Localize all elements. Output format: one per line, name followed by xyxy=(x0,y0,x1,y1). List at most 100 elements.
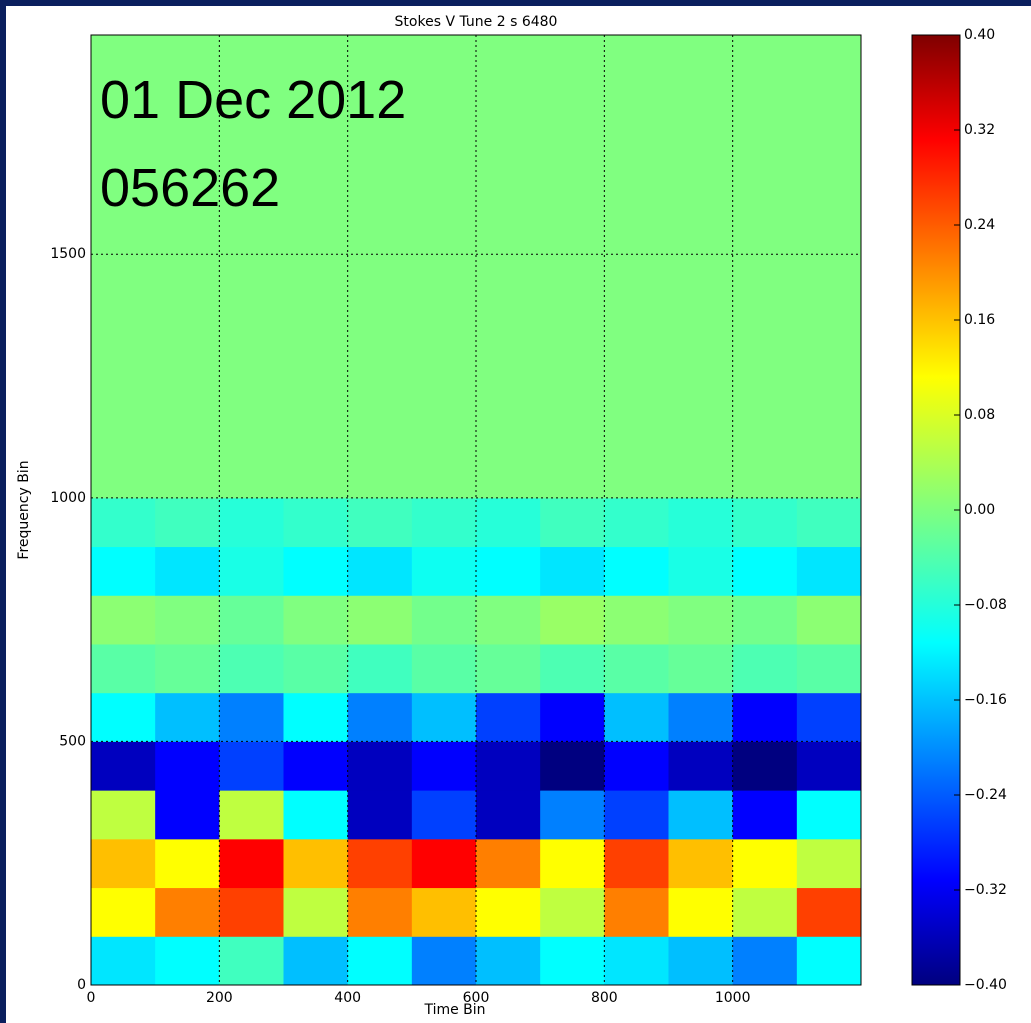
colorbar-tick-label: 0.32 xyxy=(964,122,995,138)
heatmap-cell xyxy=(219,302,284,353)
heatmap-cell xyxy=(347,35,413,109)
heatmap-cell xyxy=(668,449,734,499)
x-tick-label: 1000 xyxy=(715,990,751,1006)
heatmap-cell xyxy=(91,205,156,255)
colorbar-tick-label: −0.24 xyxy=(964,787,1007,803)
heatmap-cell xyxy=(796,595,862,645)
heatmap-cell xyxy=(476,643,541,694)
heatmap-cell xyxy=(219,108,284,158)
heatmap-cell xyxy=(540,887,605,937)
heatmap-cell xyxy=(219,741,284,791)
heatmap-cell xyxy=(283,497,349,548)
x-tick-label: 200 xyxy=(206,990,233,1006)
colorbar-tick-label: −0.16 xyxy=(964,692,1007,708)
heatmap-cell xyxy=(668,790,734,840)
heatmap-cell xyxy=(540,741,605,791)
heatmap-cell xyxy=(155,643,220,694)
heatmap-cell xyxy=(540,205,605,255)
heatmap-cell xyxy=(155,936,220,986)
heatmap-cell xyxy=(91,741,156,791)
heatmap-cell xyxy=(540,838,605,889)
heatmap-cell xyxy=(796,936,862,986)
heatmap-cell xyxy=(411,302,477,353)
heatmap-cell xyxy=(283,205,349,255)
heatmap-cell xyxy=(411,400,477,450)
heatmap-cell xyxy=(347,936,413,986)
heatmap-cell xyxy=(155,400,220,450)
heatmap-cell xyxy=(219,497,284,548)
heatmap-cell xyxy=(91,643,156,694)
heatmap-cell xyxy=(668,595,734,645)
heatmap-cell xyxy=(411,838,477,889)
heatmap-cell xyxy=(155,449,220,499)
heatmap-cell xyxy=(155,205,220,255)
heatmap-cell xyxy=(283,741,349,791)
heatmap-cell xyxy=(155,887,220,937)
colorbar-tick-label: −0.40 xyxy=(964,977,1007,993)
heatmap-cell xyxy=(155,351,220,401)
heatmap-cell xyxy=(476,595,541,645)
heatmap-cell xyxy=(411,205,477,255)
heatmap-cell xyxy=(604,205,669,255)
heatmap-cell xyxy=(732,205,798,255)
colorbar xyxy=(911,34,961,986)
heatmap-cell xyxy=(283,790,349,840)
heatmap-cell xyxy=(347,205,413,255)
x-tick-label: 0 xyxy=(87,990,96,1006)
heatmap-cell xyxy=(283,108,349,158)
heatmap-cell xyxy=(347,449,413,499)
heatmap-cell xyxy=(411,449,477,499)
heatmap-cell xyxy=(219,790,284,840)
x-tick-label: 600 xyxy=(463,990,490,1006)
heatmap-cell xyxy=(219,156,284,207)
heatmap-cell xyxy=(732,936,798,986)
heatmap-cell xyxy=(476,546,541,596)
heatmap-cell xyxy=(219,838,284,889)
heatmap-cell xyxy=(91,936,156,986)
heatmap-cell xyxy=(219,400,284,450)
heatmap-cell xyxy=(219,205,284,255)
heatmap-cell xyxy=(604,887,669,937)
heatmap-cell xyxy=(91,302,156,353)
heatmap-cell xyxy=(347,692,413,742)
heatmap-cell xyxy=(604,449,669,499)
colorbar-tick-label: 0.00 xyxy=(964,502,995,518)
heatmap-cell xyxy=(540,643,605,694)
heatmap-cell xyxy=(347,790,413,840)
heatmap-cell xyxy=(604,643,669,694)
heatmap-cell xyxy=(476,205,541,255)
heatmap-cell xyxy=(732,595,798,645)
heatmap-cell xyxy=(347,400,413,450)
heatmap-cell xyxy=(476,741,541,791)
heatmap-cell xyxy=(732,400,798,450)
x-axis-label: Time Bin xyxy=(423,1002,485,1018)
heatmap-cell xyxy=(219,887,284,937)
heatmap-cell xyxy=(283,254,349,304)
heatmap-cell xyxy=(540,156,605,207)
heatmap-cell xyxy=(219,546,284,596)
heatmap-cell xyxy=(91,497,156,548)
heatmap-cell xyxy=(476,156,541,207)
heatmap-cell xyxy=(604,546,669,596)
heatmap-cell xyxy=(796,205,862,255)
heatmap-cell xyxy=(347,302,413,353)
heatmap-cell xyxy=(283,449,349,499)
heatmap-cell xyxy=(411,497,477,548)
heatmap-cell xyxy=(347,497,413,548)
heatmap-cell xyxy=(540,108,605,158)
heatmap-cell xyxy=(668,302,734,353)
heatmap-cell xyxy=(732,254,798,304)
heatmap-cell xyxy=(604,156,669,207)
heatmap-cell xyxy=(540,595,605,645)
heatmap-cell xyxy=(732,351,798,401)
heatmap-cell xyxy=(476,790,541,840)
heatmap-cell xyxy=(347,156,413,207)
heatmap-cell xyxy=(668,254,734,304)
heatmap-cell xyxy=(347,351,413,401)
heatmap-cell xyxy=(347,838,413,889)
heatmap-cell xyxy=(155,156,220,207)
heatmap-cell xyxy=(732,838,798,889)
heatmap-cell xyxy=(796,643,862,694)
heatmap-cell xyxy=(476,254,541,304)
